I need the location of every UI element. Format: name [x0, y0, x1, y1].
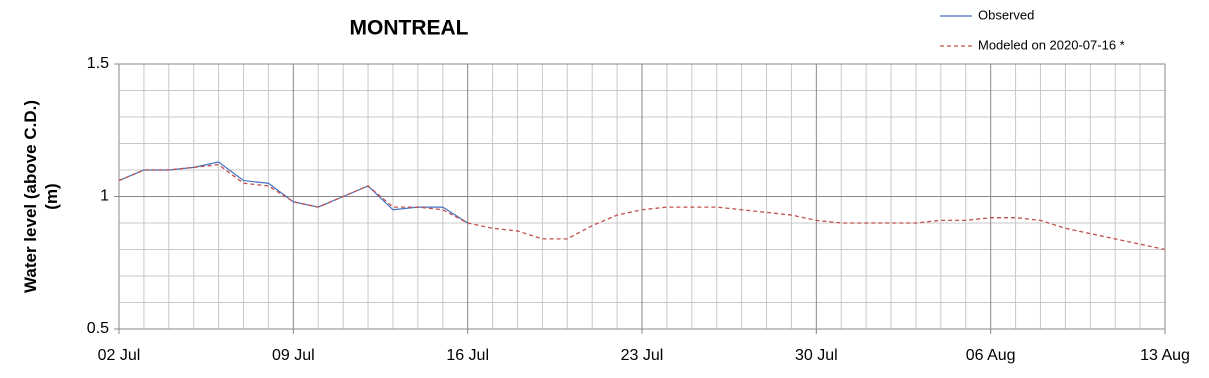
data-line [118, 161, 468, 224]
x-tick-label: 06 Aug [966, 347, 1016, 364]
x-tick-label: 09 Jul [272, 347, 315, 364]
x-tick-label: 16 Jul [446, 347, 489, 364]
plot-frame [118, 63, 1166, 330]
x-tick-label: 23 Jul [621, 347, 664, 364]
legend-label: Modeled on 2020-07-16 * [978, 37, 1125, 52]
y-tick-label: 1 [100, 188, 109, 205]
legend-label: Observed [978, 7, 1034, 22]
data-line [118, 164, 1166, 251]
x-tick-label: 30 Jul [795, 347, 838, 364]
y-axis-label: Water level (above C.D.) (m) [21, 100, 61, 293]
x-tick-label: 02 Jul [98, 347, 141, 364]
y-axis-label-line: Water level (above C.D.) [21, 100, 40, 293]
y-tick-label: 0.5 [87, 320, 109, 337]
x-tick-label: 13 Aug [1140, 347, 1190, 364]
y-tick-label: 1.5 [87, 55, 109, 72]
chart-title: MONTREAL [350, 17, 469, 40]
y-axis-label-line: (m) [42, 183, 61, 209]
